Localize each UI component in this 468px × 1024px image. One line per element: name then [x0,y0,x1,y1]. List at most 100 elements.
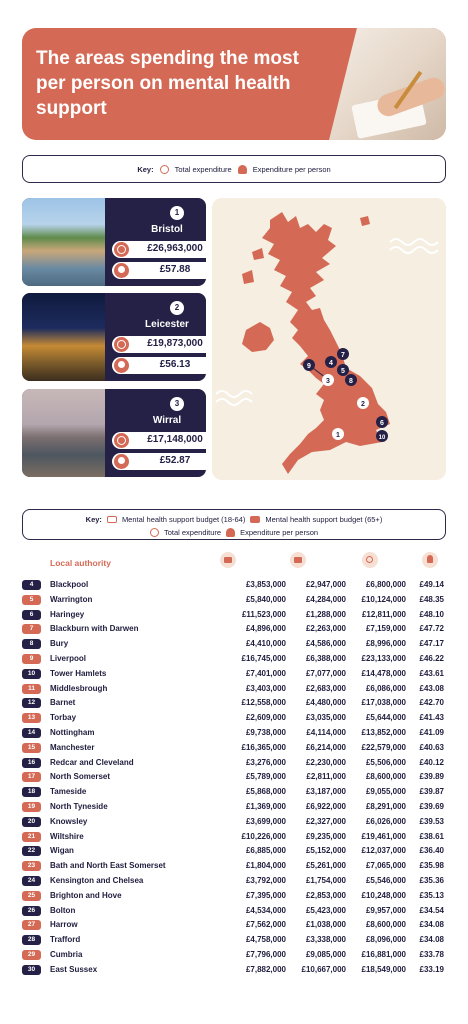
per-person-value: £43.08 [419,683,444,693]
budget-18-64-icon [220,552,236,568]
authority-name: Bolton [50,905,76,915]
rank-badge: 23 [22,861,41,872]
budget-65-value: £5,261,000 [305,861,346,871]
authority-name: Torbay [50,713,77,723]
total-expenditure-value: £17,038,000 [361,698,407,708]
rank-badge: 12 [22,698,41,709]
per-person-value: £48.35 [419,594,444,604]
northern-ireland-shape [242,322,274,352]
table-row: 7 Blackburn with Darwen £4,896,000 £2,263,0… [22,622,446,637]
budget-65-value: £9,235,000 [305,831,346,841]
per-person-value: £57.88 [159,264,191,275]
budget-18-64-icon [106,516,117,523]
key-table: Key: Mental health support budget (18-64… [22,509,446,540]
map-marker-8: 8 [345,374,357,386]
rank-badge: 6 [22,609,41,620]
table-row: 18 Tameside £5,868,000 £3,187,000 £9,055,000… [22,785,446,800]
island-shape [242,270,254,284]
per-person-value: £39.69 [419,801,444,811]
budget-65-value: £4,284,000 [305,594,346,604]
bristol-photo [22,198,105,286]
table-header-local-authority: Local authority [50,558,111,568]
authority-name: Tameside [50,787,87,797]
total-expenditure-value: £8,996,000 [365,639,406,649]
rank-badge: 14 [22,727,41,738]
authority-name: Wiltshire [50,831,84,841]
budget-18-64-value: £5,840,000 [245,594,286,604]
budget-65-value: £9,085,000 [305,949,346,959]
table-row: 27 Harrow £7,562,000 £1,038,000 £8,600,000 £3… [22,918,446,933]
rank-badge: 13 [22,713,41,724]
person-icon [226,528,236,537]
wave-decoration [389,238,439,246]
map-marker-9: 9 [303,359,315,371]
authority-name: Bath and North East Somerset [50,861,166,871]
total-expenditure-value: £7,159,000 [365,624,406,634]
card-city-name: Leicester [145,319,189,330]
total-expenditure-value: £19,461,000 [361,831,407,841]
authority-name: North Tyneside [50,801,108,811]
budget-18-64-value: £4,896,000 [245,624,286,634]
key-top: Key: Total expenditure Expenditure per p… [22,155,446,183]
total-expenditure-value: £9,055,000 [365,787,406,797]
table-row: 25 Brighton and Hove £7,395,000 £2,853,000 £… [22,889,446,904]
rank-card-1: 1 Bristol £26,963,000 £57.88 [22,198,206,286]
budget-65-value: £10,667,000 [301,964,347,974]
budget-65-value: £3,338,000 [305,935,346,945]
rank-badge: 24 [22,875,41,886]
total-value: £17,148,000 [147,434,203,445]
table-row: 8 Bury £4,410,000 £4,586,000 £8,996,000 £47.1… [22,637,446,652]
rank-badge: 18 [22,787,41,798]
budget-18-64-value: £7,796,000 [245,949,286,959]
budget-65-value: £2,683,000 [305,683,346,693]
map-marker-6: 6 [376,416,388,428]
authority-name: Blackburn with Darwen [50,624,139,634]
total-expenditure-value: £16,881,000 [361,949,407,959]
per-person-value: £33.19 [419,964,444,974]
key-label: Key: [137,164,154,174]
budget-18-64-value: £4,410,000 [245,639,286,649]
budget-18-64-value: £4,758,000 [245,935,286,945]
svg-text:3: 3 [326,378,330,385]
table-row: 20 Knowsley £3,699,000 £2,327,000 £6,026,000… [22,815,446,830]
budget-65-value: £5,423,000 [305,905,346,915]
table-row: 24 Kensington and Chelsea £3,792,000 £1,754… [22,874,446,889]
budget-65-value: £6,214,000 [305,742,346,752]
per-person-value: £47.17 [419,639,444,649]
total-expenditure-icon [159,164,169,174]
rank-badge: 11 [22,683,41,694]
authority-name: Warrington [50,594,93,604]
total-value: £19,873,000 [147,338,203,349]
total-value: £26,963,000 [147,243,203,254]
budget-18-64-value: £7,562,000 [245,920,286,930]
uk-map: 4 7 9 5 8 3 2 6 10 1 [215,212,439,474]
rank-card-3: 3 Wirral £17,148,000 £52.87 [22,389,206,477]
budget-18-64-value: £1,369,000 [245,801,286,811]
total-pill: £17,148,000 [112,432,206,449]
budget-18-64-value: £3,699,000 [245,816,286,826]
great-britain-shape [262,212,390,474]
budget-18-64-value: £12,558,000 [241,698,287,708]
person-icon [114,358,129,373]
authority-name: Tower Hamlets [50,668,107,678]
key-per-person-label: Expenditure per person [240,528,319,537]
authority-name: Blackpool [50,580,89,589]
per-person-value: £39.87 [419,787,444,797]
budget-18-64-value: £3,792,000 [245,875,286,885]
rank-badge: 20 [22,816,41,827]
budget-18-64-value: £3,403,000 [245,683,286,693]
authority-name: North Somerset [50,772,111,782]
table-row: 17 North Somerset £5,789,000 £2,811,000 £8,6… [22,770,446,785]
map-marker-5: 5 [337,364,349,376]
rank-card-2: 2 Leicester £19,873,000 £56.13 [22,293,206,381]
total-expenditure-value: £12,811,000 [361,609,406,619]
budget-65-value: £4,114,000 [306,727,346,737]
total-expenditure-value: £10,124,000 [361,594,407,604]
rank-badge: 3 [170,397,184,411]
wave-decoration [215,390,253,398]
authority-name: Knowsley [50,816,88,826]
per-person-value: £56.13 [159,359,191,370]
map-marker-3: 3 [322,374,334,386]
map-marker-2: 2 [357,397,369,409]
rank-badge: 28 [22,935,41,946]
